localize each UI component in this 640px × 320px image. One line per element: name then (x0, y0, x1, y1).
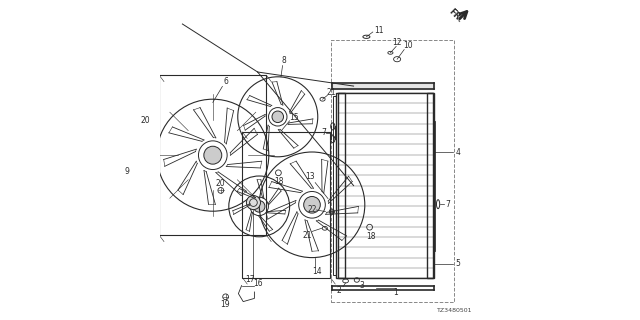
Text: 20: 20 (141, 116, 150, 124)
Text: 10: 10 (403, 41, 413, 50)
Text: FR.: FR. (446, 7, 464, 25)
Bar (336, 93, 344, 278)
Bar (338, 93, 434, 278)
Text: 14: 14 (312, 267, 322, 276)
Bar (243, 132, 330, 278)
Text: 11: 11 (374, 26, 383, 35)
Bar (433, 121, 435, 251)
Text: 22: 22 (307, 205, 317, 214)
Bar (333, 96, 336, 275)
Text: 18: 18 (275, 177, 284, 186)
Text: 16: 16 (253, 279, 262, 288)
Circle shape (204, 146, 222, 164)
Text: 20: 20 (216, 179, 226, 188)
Text: 7: 7 (445, 200, 450, 209)
Circle shape (304, 196, 321, 213)
Text: 15: 15 (289, 113, 300, 122)
Text: 13: 13 (305, 172, 316, 181)
Text: 17: 17 (244, 275, 255, 284)
Bar (427, 93, 433, 278)
Text: 21: 21 (327, 88, 336, 97)
Text: TZ3480501: TZ3480501 (436, 308, 472, 313)
Text: 2: 2 (336, 286, 341, 295)
Text: 6: 6 (223, 77, 228, 86)
Text: 8: 8 (281, 56, 286, 65)
Text: 9: 9 (125, 167, 129, 176)
Bar (159, 75, 266, 235)
Text: 7: 7 (322, 128, 326, 137)
Bar (332, 40, 454, 302)
Circle shape (253, 201, 265, 212)
Text: 1: 1 (393, 288, 397, 297)
Circle shape (272, 111, 284, 123)
Text: 18: 18 (367, 232, 376, 241)
Text: 19: 19 (220, 300, 230, 309)
Text: 3: 3 (359, 281, 364, 290)
Text: 4: 4 (456, 148, 461, 157)
Text: 5: 5 (456, 259, 461, 268)
Text: 21: 21 (303, 231, 312, 240)
Text: 12: 12 (392, 38, 401, 47)
Circle shape (246, 196, 260, 210)
